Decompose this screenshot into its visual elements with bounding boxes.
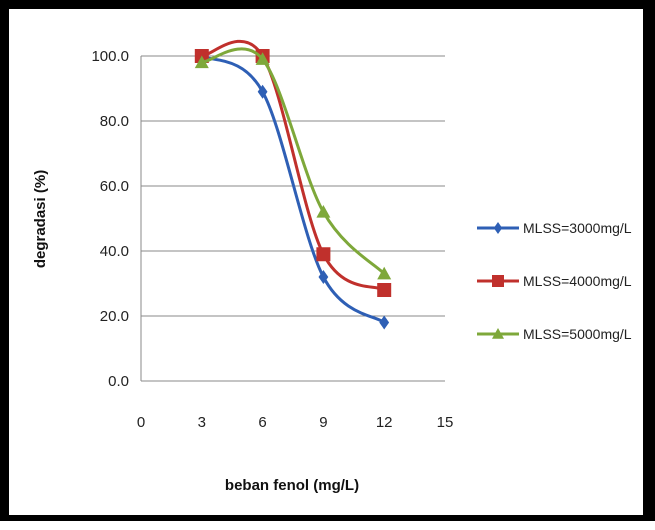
legend-swatch-marker: [493, 222, 503, 234]
legend-label: MLSS=3000mg/L: [523, 220, 632, 236]
y-tick-label: 80.0: [100, 113, 129, 130]
data-point: [316, 205, 331, 218]
axes: 0.0 20.0 40.0 60.0 80.0 100.0 0 3 6 9 12 15: [91, 48, 453, 431]
data-point: [257, 84, 268, 99]
legend: MLSS=3000mg/L MLSS=4000mg/L MLSS=5000mg/L: [477, 220, 632, 342]
x-tick-label: 12: [376, 414, 393, 431]
x-tick-label: 15: [437, 414, 454, 431]
legend-label: MLSS=5000mg/L: [523, 326, 632, 342]
y-tick-label: 0.0: [108, 373, 129, 390]
legend-item: MLSS=5000mg/L: [477, 326, 632, 342]
legend-label: MLSS=4000mg/L: [523, 273, 632, 289]
y-tick-label: 40.0: [100, 243, 129, 260]
data-point: [255, 52, 270, 65]
line-chart: 0.0 20.0 40.0 60.0 80.0 100.0 0 3 6 9 12 15 MLSS=30…: [32, 39, 632, 494]
data-point: [194, 55, 209, 69]
legend-swatch-marker: [492, 275, 504, 287]
data-point: [377, 266, 392, 280]
series-3: [194, 47, 392, 280]
series-line: [201, 39, 385, 292]
data-point: [377, 283, 392, 297]
series-1: [196, 49, 390, 330]
x-tick-label: 0: [137, 414, 145, 431]
legend-item: MLSS=4000mg/L: [477, 273, 632, 289]
data-point: [316, 247, 331, 262]
legend-swatch-marker: [492, 328, 504, 339]
x-axis-title: beban fenol (mg/L): [225, 477, 359, 494]
series-line: [201, 54, 386, 324]
legend-item: MLSS=3000mg/L: [477, 220, 632, 236]
data-point: [318, 270, 329, 284]
x-tick-label: 9: [319, 414, 327, 431]
series-line: [201, 47, 386, 275]
y-tick-label: 100.0: [91, 48, 129, 65]
gridlines: [141, 55, 445, 382]
x-tick-label: 6: [258, 414, 266, 431]
y-axis-title: degradasi (%): [32, 170, 49, 268]
series-2: [194, 39, 392, 297]
y-tick-label: 20.0: [100, 308, 129, 325]
x-tick-label: 3: [198, 414, 206, 431]
data-point: [379, 315, 390, 330]
series-group: [194, 39, 392, 330]
y-tick-label: 60.0: [100, 178, 129, 195]
